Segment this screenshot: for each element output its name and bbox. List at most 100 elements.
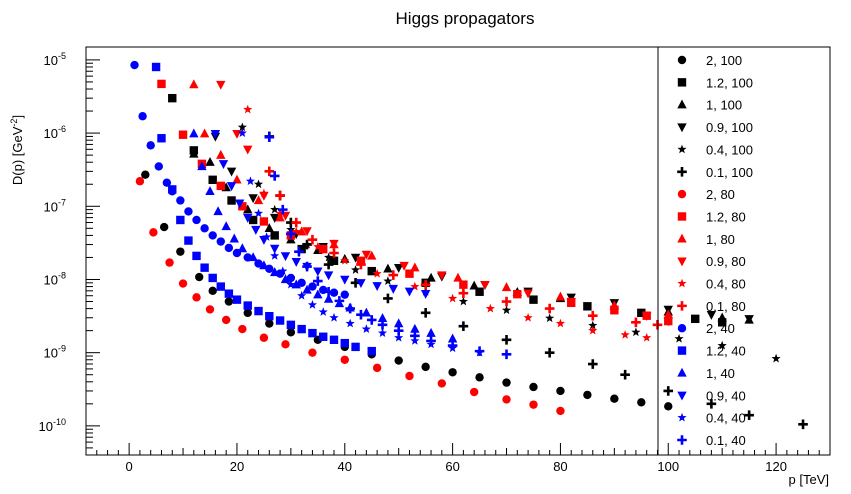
data-point [323,259,334,270]
data-point [664,402,673,411]
data-point [243,204,253,214]
data-point [334,296,345,306]
legend-marker [677,346,687,355]
x-tick-label: 60 [445,459,459,474]
data-point [367,346,376,356]
data-point [192,215,201,225]
data-point [420,308,431,318]
data-point [286,217,296,228]
legend-box [657,46,831,456]
x-axis-label: p [TeV] [789,472,829,487]
legend-marker [677,166,687,177]
data-point [195,272,204,282]
data-point [426,327,436,337]
data-point [545,313,555,323]
x-tick-labels: 0 20 40 60 80 100 120 [126,459,787,474]
data-point [208,175,217,185]
data-point [149,228,158,237]
data-point [366,315,377,325]
data-point [264,223,275,233]
data-point [205,186,215,196]
data-point [243,104,253,114]
y-tick-exponent: -10 [53,417,66,427]
data-point [523,289,533,299]
data-point [399,261,409,271]
legend-marker [677,212,687,221]
data-point [275,212,285,222]
legend-label: 0.1, 100 [706,165,753,180]
series-9 [216,80,673,327]
data-point [291,217,302,228]
data-point [296,226,307,236]
data-point [226,182,237,192]
data-point [426,336,436,346]
data-point [157,79,166,89]
data-point [178,130,188,139]
data-point [448,293,458,303]
data-point [501,349,512,360]
data-point [302,239,312,250]
data-point [286,229,296,239]
data-point [410,323,420,333]
data-point [205,157,215,166]
data-point [291,257,301,267]
series-6 [135,177,565,416]
data-point [340,290,349,299]
y-axis-label-exponent: -2 [9,119,19,127]
data-point [388,284,399,294]
data-point [393,325,404,336]
data-point [159,222,169,232]
data-point [254,306,263,316]
legend-marker [677,367,687,377]
data-point [372,363,382,373]
data-point [405,269,414,278]
data-point [227,196,236,205]
data-point [264,166,275,177]
data-point [637,308,646,318]
legend-label: 0.4, 80 [706,277,746,292]
data-point [383,276,393,285]
data-point [663,309,673,319]
data-point [420,279,431,290]
legend-marker [677,78,687,87]
data-point [529,400,538,409]
data-point [232,174,242,184]
legend-marker [677,412,687,422]
data-point [798,419,808,430]
legend-marker [677,278,687,288]
data-point [377,328,388,337]
data-point [588,320,598,330]
y-tick-exponent: -5 [58,51,66,61]
data-point [243,145,253,155]
data-point [278,266,288,276]
data-point [216,181,225,191]
data-point [410,262,420,272]
data-point [458,296,468,306]
data-point [157,134,166,143]
data-point [323,271,334,281]
data-point [178,279,188,288]
data-point [192,251,201,261]
data-point [224,289,234,298]
data-point [269,171,280,181]
data-point [420,289,431,299]
data-point [308,282,317,291]
data-point [213,206,223,216]
data-point [523,312,533,322]
data-point [356,309,366,320]
data-point [555,318,565,328]
data-point [259,333,269,342]
data-point [502,378,511,387]
series-10 [243,104,652,342]
data-point [447,333,458,343]
data-point [340,255,350,265]
chart-title: Higgs propagators [396,9,535,28]
legend-marker [677,391,687,401]
y-tick-label: 10-5 [44,51,66,68]
data-point [270,231,279,240]
data-point [259,260,269,270]
legend-label: 0.1, 40 [706,433,746,448]
y-tick-exponent: -7 [58,197,66,207]
legend-label: 0.9, 100 [706,120,753,135]
y-tick-base: 10 [39,419,53,434]
